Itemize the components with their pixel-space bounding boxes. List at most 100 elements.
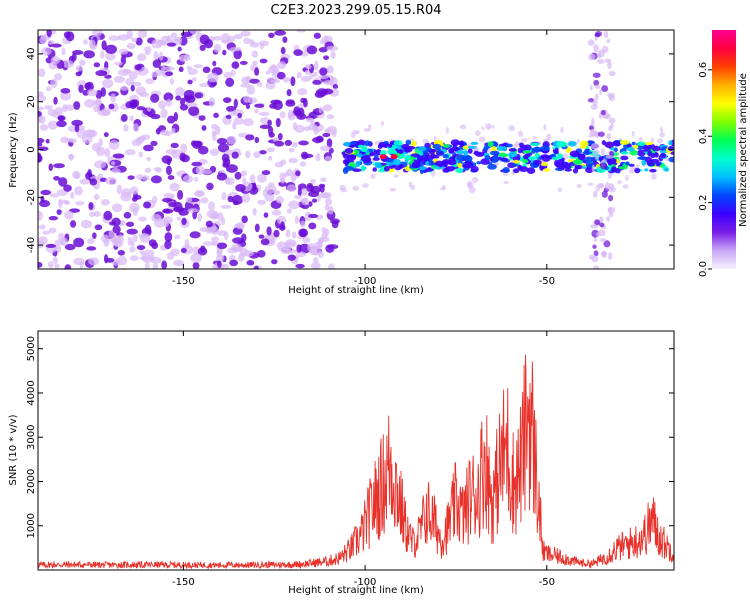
- heatmap-band-speckle: [584, 156, 594, 163]
- heatmap-halo-speckle: [363, 128, 371, 132]
- heatmap-noise-speckle: [38, 262, 43, 268]
- heatmap-halo-speckle: [532, 136, 537, 140]
- heatmap-noise-speckle: [319, 185, 325, 193]
- heatmap-band-speckle: [377, 144, 383, 149]
- heatmap-band-speckle: [592, 159, 597, 164]
- heatmap-halo-speckle: [625, 174, 629, 181]
- heatmap-noise-speckle: [39, 36, 47, 45]
- heatmap-noise-speckle: [235, 184, 246, 192]
- heatmap-noise-speckle: [259, 150, 267, 155]
- snr-y-tick-label: 1000: [26, 513, 37, 538]
- heatmap-noise-speckle: [189, 30, 201, 35]
- heatmap-band-speckle: [502, 167, 510, 174]
- heatmap-noise-speckle: [296, 71, 302, 79]
- heatmap-band-speckle: [567, 141, 577, 147]
- heatmap-band-speckle: [512, 168, 520, 174]
- heatmap-noise-speckle: [221, 39, 232, 44]
- heatmap-noise-speckle: [158, 51, 164, 61]
- heatmap-noise-speckle: [222, 49, 227, 56]
- heatmap-noise-speckle: [260, 117, 270, 125]
- heatmap-noise-speckle: [194, 92, 204, 99]
- heatmap-noise-speckle: [324, 155, 332, 162]
- heatmap-noise-speckle: [308, 201, 313, 207]
- heatmap-noise-speckle: [161, 155, 173, 164]
- heatmap-band-speckle: [647, 162, 656, 167]
- heatmap-noise-speckle: [241, 193, 251, 203]
- heatmap-band-speckle: [374, 162, 382, 169]
- heatmap-noise-speckle: [311, 198, 318, 203]
- heatmap-noise-speckle: [260, 238, 270, 246]
- heatmap-noise-speckle: [136, 245, 146, 250]
- heatmap-noise-speckle: [249, 174, 256, 183]
- heatmap-band-speckle: [462, 145, 469, 150]
- heatmap-noise-speckle: [80, 219, 92, 229]
- heatmap-noise-speckle: [267, 119, 272, 127]
- heatmap-noise-speckle: [282, 36, 288, 43]
- heatmap-band-speckle: [357, 144, 364, 148]
- heatmap-noise-speckle: [179, 104, 189, 111]
- heatmap-band-speckle: [436, 147, 441, 154]
- heatmap-noise-speckle: [280, 221, 285, 230]
- heatmap-noise-speckle: [44, 105, 53, 110]
- heatmap-noise-speckle: [75, 65, 83, 72]
- heatmap-streak-speckle: [597, 52, 602, 59]
- heatmap-noise-speckle: [197, 247, 208, 256]
- heatmap-noise-speckle: [101, 198, 110, 206]
- heatmap-halo-speckle: [587, 182, 594, 186]
- heatmap-band-speckle: [611, 166, 617, 173]
- heatmap-band-speckle: [344, 166, 354, 171]
- heatmap-noise-speckle: [121, 188, 132, 198]
- heatmap-noise-speckle: [84, 98, 96, 108]
- heatmap-band-speckle: [434, 160, 445, 166]
- heatmap-noise-speckle: [151, 241, 159, 250]
- heatmap-noise-speckle: [221, 192, 227, 201]
- heatmap-noise-speckle: [62, 60, 74, 69]
- heatmap-noise-speckle: [129, 202, 140, 213]
- heatmap-noise-speckle: [38, 68, 46, 77]
- heatmap-noise-speckle: [132, 123, 139, 132]
- heatmap-noise-speckle: [129, 255, 139, 262]
- heatmap-band-speckle: [581, 165, 586, 169]
- heatmap-band-speckle: [387, 143, 393, 148]
- heatmap-noise-speckle: [108, 35, 121, 41]
- heatmap-noise-speckle: [199, 44, 206, 51]
- heatmap-noise-speckle: [105, 44, 117, 54]
- heatmap-streak-speckle: [606, 216, 610, 222]
- heatmap-noise-speckle: [47, 109, 57, 116]
- heatmap-noise-speckle: [38, 236, 48, 245]
- heatmap-noise-speckle: [203, 241, 215, 246]
- heatmap-noise-speckle: [243, 250, 254, 257]
- heatmap-noise-speckle: [187, 79, 193, 85]
- heatmap-band-speckle: [522, 150, 531, 154]
- heatmap-noise-speckle: [143, 201, 152, 209]
- heatmap-noise-speckle: [48, 215, 59, 221]
- heatmap-noise-speckle: [184, 238, 190, 249]
- heatmap-band-speckle: [450, 156, 457, 160]
- heatmap-streak-speckle: [601, 147, 605, 156]
- heatmap-noise-speckle: [279, 172, 286, 181]
- heatmap-noise-speckle: [197, 212, 203, 222]
- heatmap-noise-speckle: [38, 94, 47, 102]
- heatmap-band-speckle: [487, 163, 497, 170]
- heatmap-band-speckle: [372, 167, 377, 172]
- heatmap-noise-speckle: [165, 98, 173, 107]
- heatmap-noise-speckle: [276, 71, 286, 80]
- heatmap-noise-speckle: [310, 178, 316, 184]
- heatmap-noise-speckle: [266, 226, 272, 236]
- heatmap-noise-speckle: [144, 51, 151, 56]
- heatmap-noise-speckle: [155, 167, 162, 173]
- heatmap-streak-speckle: [597, 183, 604, 189]
- heatmap-marks: [38, 30, 674, 269]
- heatmap-noise-speckle: [45, 86, 52, 92]
- heatmap-halo-speckle: [502, 172, 509, 177]
- heatmap-band-speckle: [360, 155, 371, 163]
- heatmap-noise-speckle: [163, 216, 174, 224]
- heatmap-noise-speckle: [120, 113, 128, 122]
- heatmap-noise-speckle: [315, 152, 321, 162]
- heatmap-noise-speckle: [294, 194, 303, 199]
- heatmap-noise-speckle: [89, 178, 98, 186]
- heatmap-halo-speckle: [370, 173, 376, 180]
- heatmap-noise-speckle: [247, 97, 258, 104]
- heatmap-band-speckle: [411, 161, 421, 169]
- heatmap-band-speckle: [579, 145, 587, 149]
